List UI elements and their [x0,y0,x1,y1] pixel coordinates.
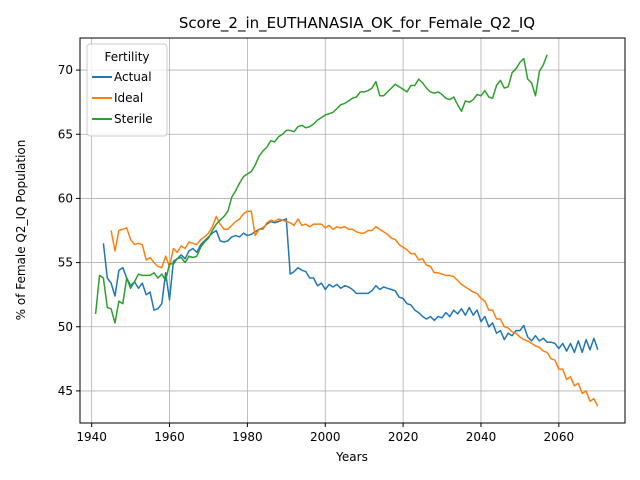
y-tick-label: 50 [58,320,73,334]
x-tick-label: 2060 [544,430,575,444]
legend-box [86,43,168,137]
x-tick-label: 1940 [76,430,107,444]
legend-label-sterile: Sterile [114,112,153,126]
x-tick-label: 2020 [388,430,419,444]
x-axis-ticks: 1940 1960 1980 2000 2020 2040 2060 [76,423,574,444]
y-tick-label: 70 [58,63,73,77]
chart-title: Score_2_in_EUTHANASIA_OK_for_Female_Q2_I… [179,14,535,33]
series-lines [94,54,599,407]
series-line-sterile [94,54,548,324]
y-tick-label: 60 [58,191,73,205]
legend-label-ideal: Ideal [114,91,143,105]
x-tick-label: 1960 [154,430,185,444]
x-tick-label: 1980 [232,430,263,444]
x-tick-label: 2040 [466,430,497,444]
y-tick-label: 45 [58,384,73,398]
y-axis-label: % of Female Q2_IQ Population [14,140,28,321]
legend-title: Fertility [104,50,149,64]
x-axis-label: Years [335,450,368,464]
gridlines [80,38,625,423]
y-axis-ticks: 45 50 55 60 65 70 [58,63,80,398]
x-tick-label: 2000 [310,430,341,444]
plot-frame [79,37,626,424]
y-tick-label: 55 [58,256,73,270]
series-line-ideal [110,210,599,407]
y-tick-label: 65 [58,127,73,141]
legend-label-actual: Actual [114,70,152,84]
legend: Fertility Actual Ideal Sterile [86,43,168,137]
series-line-actual [102,218,599,354]
